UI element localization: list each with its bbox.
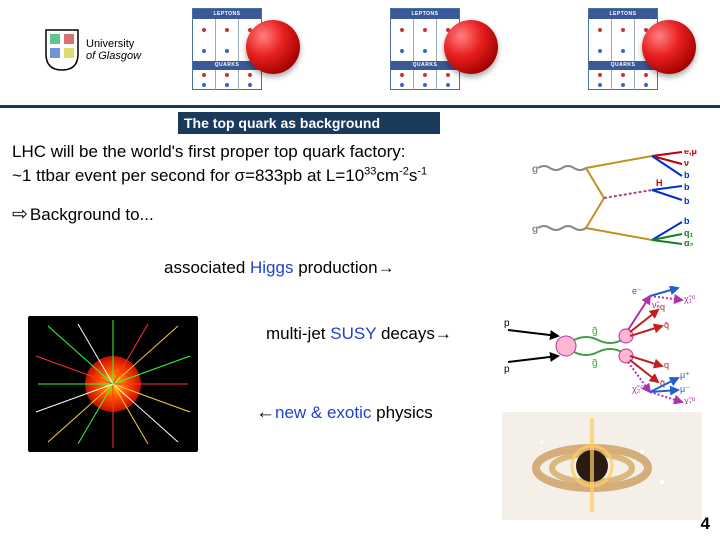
svg-text:b: b [684, 216, 690, 226]
susy-word: SUSY [330, 324, 376, 343]
red-sphere-icon-2 [444, 20, 498, 74]
svg-text:g̃: g̃ [592, 326, 598, 337]
page-number: 4 [701, 514, 710, 534]
higgs-word: Higgs [250, 258, 293, 277]
double-arrow-icon: ⇨ [12, 204, 28, 225]
left-arrow-icon: ← [256, 402, 275, 423]
svg-text:χ̃₁⁰: χ̃₁⁰ [684, 294, 696, 304]
university-logo: University of Glasgow [44, 28, 141, 72]
exotic-physics-image [502, 412, 702, 520]
svg-text:b: b [684, 170, 690, 180]
feynman-higgs-diagram: g g e,μ ν b H b b b q₁ q₂ [532, 150, 702, 246]
header-banner: University of Glasgow LEPTONS QUARKS LEP… [0, 0, 720, 108]
event-jets-icon [28, 316, 198, 452]
logo-text: University of Glasgow [86, 38, 141, 62]
svg-text:p: p [504, 364, 510, 375]
right-arrow-icon: → [435, 324, 452, 343]
red-sphere-icon-1 [246, 20, 300, 74]
svg-text:e⁻: e⁻ [632, 286, 642, 296]
right-arrow-icon: → [378, 258, 395, 277]
exotic-word: new & exotic [275, 403, 371, 422]
logo-line2: of Glasgow [86, 50, 141, 62]
line2-pre: ~1 ttbar event per second for σ=833pb at… [12, 166, 364, 185]
svg-text:e,μ: e,μ [684, 150, 697, 156]
susy-diagram: p p g̃ g̃ q q̄ q q̄ e⁻ ν̃ₑ χ̃₁⁰ χ̃₂⁰ μ⁺ … [502, 286, 702, 404]
higgs-line: associated Higgs production→ [164, 256, 708, 280]
svg-text:q₂: q₂ [684, 238, 694, 246]
svg-text:g: g [532, 224, 538, 235]
svg-text:q: q [660, 302, 665, 312]
svg-text:μ⁻: μ⁻ [680, 384, 690, 394]
line1: LHC will be the world's first proper top… [12, 142, 405, 161]
svg-text:H: H [656, 178, 663, 188]
svg-text:ν: ν [684, 158, 689, 168]
svg-text:g: g [532, 164, 538, 175]
svg-text:b: b [684, 182, 690, 192]
svg-text:b: b [684, 196, 690, 206]
svg-text:μ⁺: μ⁺ [680, 370, 690, 380]
svg-text:q: q [664, 360, 669, 370]
logo-line1: University [86, 38, 141, 50]
glasgow-crest-icon [44, 28, 80, 72]
collision-event-display [28, 316, 198, 452]
slide-title: The top quark as background [178, 112, 440, 134]
svg-text:p: p [504, 318, 510, 329]
svg-text:χ̃₁⁰: χ̃₁⁰ [684, 396, 696, 404]
red-sphere-icon-3 [642, 20, 696, 74]
svg-text:g̃: g̃ [592, 358, 598, 369]
svg-text:χ̃₂⁰: χ̃₂⁰ [632, 384, 644, 394]
svg-text:q̄: q̄ [664, 320, 669, 330]
card-header-leptons: LEPTONS [193, 9, 261, 19]
svg-text:ν̃ₑ: ν̃ₑ [652, 300, 661, 310]
svg-text:q₁: q₁ [684, 228, 693, 238]
